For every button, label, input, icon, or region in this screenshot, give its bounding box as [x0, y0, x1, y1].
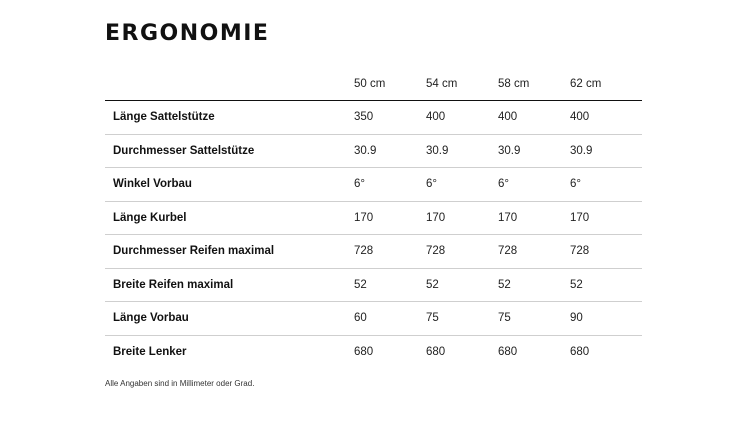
- table-cell: 75: [426, 301, 498, 336]
- table-cell: 728: [426, 234, 498, 269]
- table-cell: 680: [498, 345, 518, 358]
- table-cell: 728: [570, 234, 642, 269]
- table-cell: 350: [354, 100, 426, 135]
- table-cell: 170: [570, 201, 642, 235]
- table-cell: 680: [570, 345, 590, 358]
- table-cell: 90: [570, 301, 642, 336]
- table-row: Länge Vorbau 60 75 75 90: [105, 301, 642, 336]
- footnote: Alle Angaben sind in Millimeter oder Gra…: [105, 379, 255, 388]
- table-cell: 52: [354, 268, 426, 302]
- table-row: Durchmesser Reifen maximal 728 728 728 7…: [105, 234, 642, 269]
- table-cell: 30.9: [426, 134, 498, 168]
- table-row: Breite Lenker 680 680 680 680: [105, 335, 642, 368]
- row-label: Winkel Vorbau: [105, 167, 354, 202]
- header-label-cell: [105, 67, 354, 101]
- table-cell: 400: [426, 100, 498, 135]
- table-cell: 6°: [498, 167, 570, 202]
- row-label: Breite Lenker: [113, 345, 187, 358]
- column-header-size: 50 cm: [354, 67, 426, 101]
- table-cell: 170: [426, 201, 498, 235]
- table-row: Durchmesser Sattelstütze 30.9 30.9 30.9 …: [105, 134, 642, 168]
- table-cell: 60: [354, 301, 426, 336]
- table-cell: 52: [498, 268, 570, 302]
- table-cell: 680: [426, 345, 446, 358]
- ergonomics-table: 50 cm 54 cm 58 cm 62 cm Länge Sattelstüt…: [105, 67, 642, 368]
- row-label: Länge Sattelstütze: [105, 100, 354, 135]
- table-row: Winkel Vorbau 6° 6° 6° 6°: [105, 167, 642, 202]
- table-cell: 6°: [570, 167, 642, 202]
- table-cell: 30.9: [354, 134, 426, 168]
- table-cell: 52: [426, 268, 498, 302]
- table-cell: 728: [498, 234, 570, 269]
- table-cell: 6°: [354, 167, 426, 202]
- row-label: Breite Reifen maximal: [105, 268, 354, 302]
- table-cell: 400: [498, 100, 570, 135]
- table-row: Länge Kurbel 170 170 170 170: [105, 201, 642, 235]
- table-body: Länge Sattelstütze 350 400 400 400 Durch…: [105, 100, 642, 369]
- row-label: Länge Vorbau: [105, 301, 354, 336]
- column-header-size: 54 cm: [426, 67, 498, 101]
- header-row: 50 cm 54 cm 58 cm 62 cm: [105, 67, 642, 101]
- table-cell: 400: [570, 100, 642, 135]
- table-cell: 52: [570, 268, 642, 302]
- table-cell: 680: [354, 345, 374, 358]
- table-cell: 170: [354, 201, 426, 235]
- page-title: ERGONOMIE: [105, 21, 270, 46]
- table-row: Länge Sattelstütze 350 400 400 400: [105, 100, 642, 135]
- column-header-size: 58 cm: [498, 67, 570, 101]
- table-cell: 75: [498, 301, 570, 336]
- column-header-size: 62 cm: [570, 67, 642, 101]
- row-label: Durchmesser Reifen maximal: [105, 234, 354, 269]
- row-label: Länge Kurbel: [105, 201, 354, 235]
- table-header: 50 cm 54 cm 58 cm 62 cm: [105, 67, 642, 101]
- table-cell: 30.9: [498, 134, 570, 168]
- table-row: Breite Reifen maximal 52 52 52 52: [105, 268, 642, 302]
- table-cell: 728: [354, 234, 426, 269]
- table-cell: 6°: [426, 167, 498, 202]
- table-cell: 30.9: [570, 134, 642, 168]
- table-cell: 170: [498, 201, 570, 235]
- row-label: Durchmesser Sattelstütze: [105, 134, 354, 168]
